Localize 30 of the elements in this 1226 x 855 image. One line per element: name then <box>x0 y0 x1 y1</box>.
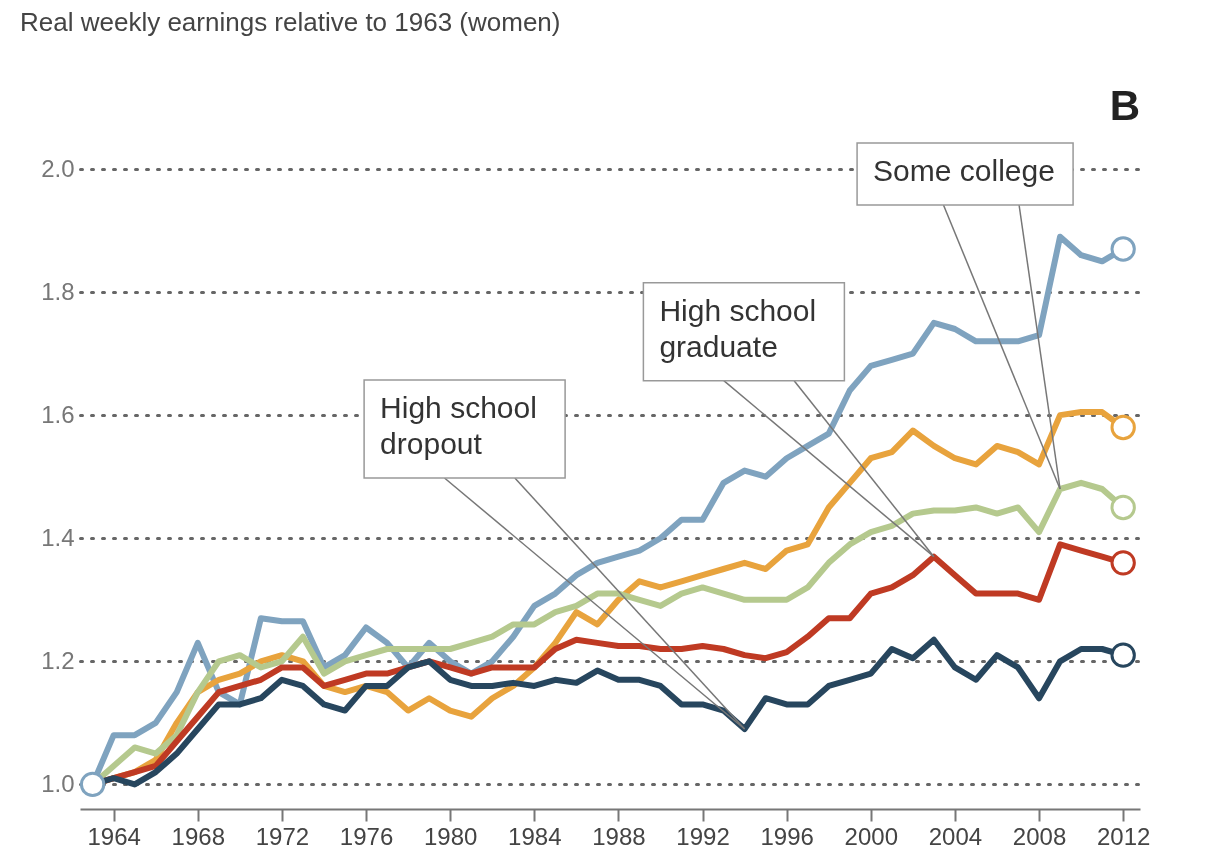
x-tick-label: 2008 <box>1012 822 1067 850</box>
x-tick-label: 1972 <box>255 822 310 850</box>
point <box>1110 550 1136 576</box>
x-tick-label: 1984 <box>508 822 562 850</box>
y-tick-label: 2.0 <box>41 154 75 182</box>
x-tick-label: 1996 <box>760 822 814 850</box>
y-tick-label: 1.2 <box>41 646 75 674</box>
annotation: Some college <box>873 154 1055 187</box>
x-tick-label: 1988 <box>592 822 646 850</box>
x-tick-label: 2000 <box>844 822 898 850</box>
y-tick-label: 1.4 <box>41 523 75 551</box>
point <box>1110 494 1136 521</box>
x-tick-label: 2004 <box>928 822 983 850</box>
x-tick-label: 1968 <box>171 822 225 850</box>
chart-title: Real weekly earnings relative to 1963 (women) <box>20 7 561 37</box>
y-tick-label: 1.8 <box>41 277 75 305</box>
point <box>79 771 106 798</box>
x-tick-label: 1976 <box>339 822 394 850</box>
annotation: High school graduate <box>659 293 817 363</box>
text: B <box>1109 82 1140 129</box>
annotation: High school dropout <box>380 391 537 460</box>
x-tick-label: 2012 <box>1096 822 1151 850</box>
x-tick-label: 1964 <box>87 822 141 850</box>
point <box>1110 236 1136 262</box>
point <box>1110 642 1136 668</box>
x-tick-label: 1992 <box>676 822 730 850</box>
x-tick-label: 1980 <box>423 822 478 850</box>
y-tick-label: 1.0 <box>41 769 75 797</box>
y-tick-label: 1.6 <box>41 400 75 428</box>
point <box>1110 414 1136 441</box>
